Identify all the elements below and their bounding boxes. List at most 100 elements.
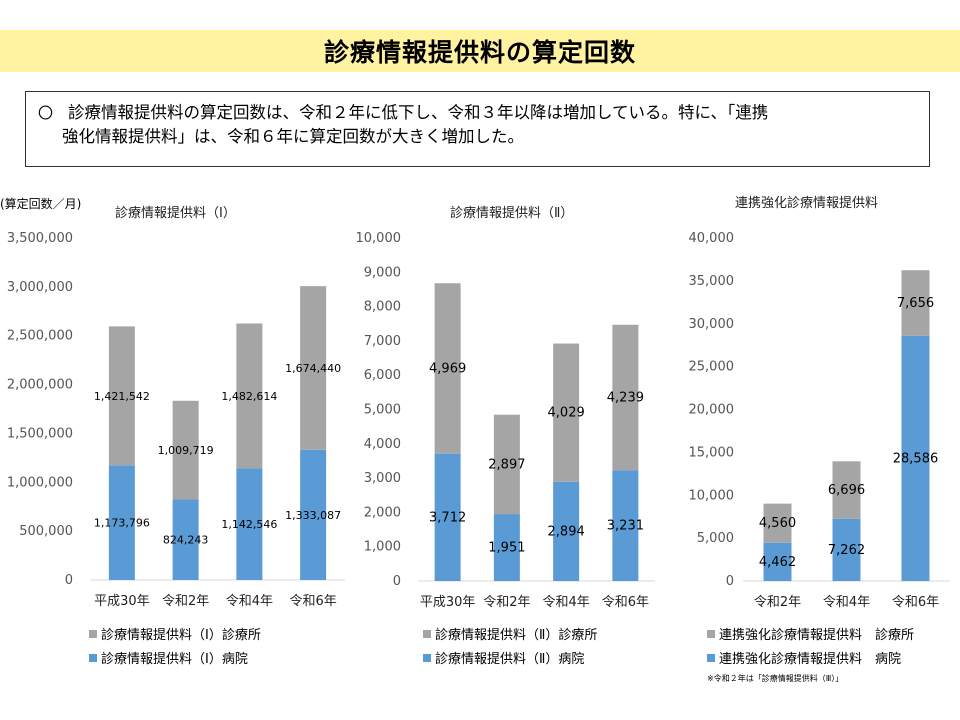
- bar-segment-hospital: [763, 542, 792, 581]
- bar-segment-hospital: [553, 481, 580, 581]
- summary-line-2: 強化情報提供料」は、令和６年に算定回数が大きく増加した。: [62, 127, 524, 146]
- chart-2-title: 診療情報提供料（Ⅱ）: [450, 206, 574, 221]
- legend-label: 診療情報提供料（Ⅱ）診療所: [435, 628, 598, 643]
- bar-segment-clinic: [553, 343, 580, 482]
- data-label: 6,696: [828, 483, 865, 498]
- data-label: 4,029: [548, 406, 585, 421]
- y-tick-label: 0: [65, 573, 73, 588]
- data-label: 4,969: [429, 361, 466, 376]
- y-tick-label: 10,000: [689, 488, 735, 503]
- legend-item-chart1-hospital: 診療情報提供料（Ⅰ）病院: [89, 648, 248, 667]
- y-tick-label: 40,000: [689, 231, 735, 246]
- bar-segment-clinic: [172, 400, 199, 500]
- data-label: 824,243: [163, 534, 209, 547]
- footnote: ※令和２年は「診療情報提供料（Ⅲ）」: [707, 674, 844, 683]
- data-label: 28,586: [893, 451, 939, 466]
- y-tick-label: 500,000: [19, 524, 73, 539]
- y-tick-label: 3,000: [364, 471, 401, 486]
- bar-segment-clinic: [493, 414, 520, 515]
- y-tick-label: 10,000: [356, 231, 402, 246]
- data-label: 2,897: [488, 457, 525, 472]
- legend-item-chart1-clinic: 診療情報提供料（Ⅰ）診療所: [89, 624, 261, 643]
- bar-segment-clinic: [300, 286, 327, 450]
- y-tick-label: 8,000: [364, 300, 401, 315]
- data-label: 3,231: [607, 519, 644, 534]
- x-tick-label: 平成30年: [94, 594, 150, 609]
- legend-item-chart2-hospital: 診療情報提供料（Ⅱ）病院: [423, 648, 584, 667]
- legend-label: 連携強化診療情報提供料 病院: [719, 652, 902, 667]
- y-tick-label: 9,000: [364, 265, 401, 280]
- data-label: 1,951: [488, 541, 525, 556]
- bar-segment-hospital: [108, 465, 135, 580]
- x-tick-label: 令和4年: [226, 594, 273, 609]
- y-tick-label: 0: [393, 574, 401, 589]
- bar-segment-hospital: [901, 335, 930, 581]
- x-tick-label: 令和4年: [823, 595, 870, 610]
- y-tick-label: 0: [726, 574, 734, 589]
- data-label: 7,262: [828, 543, 865, 558]
- bar-segment-clinic: [763, 503, 792, 543]
- legend-swatch-clinic: [89, 629, 97, 638]
- y-tick-label: 3,500,000: [7, 231, 73, 246]
- data-label: 1,482,614: [221, 390, 277, 403]
- bar-segment-hospital: [612, 470, 639, 581]
- y-tick-label: 1,000: [364, 540, 401, 555]
- y-tick-label: 3,000,000: [7, 280, 73, 295]
- x-tick-label: 令和6年: [892, 595, 939, 610]
- bar-segment-clinic: [612, 324, 639, 471]
- legend-item-chart2-clinic: 診療情報提供料（Ⅱ）診療所: [423, 624, 597, 643]
- x-tick-label: 令和4年: [542, 595, 589, 610]
- y-tick-label: 1,000,000: [7, 475, 73, 490]
- bar-segment-hospital: [172, 499, 199, 580]
- x-tick-label: 令和2年: [754, 595, 801, 610]
- legend-swatch-hospital: [423, 653, 431, 662]
- y-unit-label: (算定回数／月): [0, 197, 82, 211]
- legend-swatch-clinic: [423, 629, 431, 638]
- y-tick-label: 5,000: [364, 403, 401, 418]
- summary-line-1: 診療情報提供料の算定回数は、令和２年に低下し、令和３年以降は増加している。特に、…: [38, 101, 919, 125]
- x-tick-label: 令和2年: [162, 594, 209, 609]
- data-label: 2,894: [548, 524, 585, 539]
- data-label: 1,333,087: [285, 509, 341, 522]
- data-label: 4,239: [607, 390, 644, 405]
- bar-segment-hospital: [300, 449, 327, 580]
- bar-segment-clinic: [901, 270, 930, 336]
- legend-swatch-hospital: [707, 653, 715, 662]
- y-tick-label: 2,000,000: [7, 378, 73, 393]
- legend-label: 診療情報提供料（Ⅰ）病院: [101, 652, 248, 667]
- slide-title-band: 診療情報提供料の算定回数: [0, 30, 960, 72]
- data-label: 1,142,546: [221, 518, 277, 531]
- data-label: 3,712: [429, 510, 466, 525]
- slide-title: 診療情報提供料の算定回数: [323, 38, 636, 67]
- data-label: 4,560: [759, 516, 796, 531]
- bar-segment-clinic: [236, 323, 263, 469]
- data-label: 4,462: [759, 555, 796, 570]
- data-label: 7,656: [897, 296, 934, 311]
- x-tick-label: 令和6年: [289, 594, 336, 609]
- y-tick-label: 15,000: [689, 445, 735, 460]
- y-tick-label: 5,000: [697, 531, 734, 546]
- chart-1-title: 診療情報提供料（Ⅰ）: [115, 206, 236, 221]
- legend-label: 診療情報提供料（Ⅰ）診療所: [101, 628, 261, 643]
- data-label: 1,421,542: [94, 390, 150, 403]
- bar-segment-hospital: [434, 453, 461, 581]
- y-tick-label: 30,000: [689, 317, 735, 332]
- x-tick-label: 令和2年: [483, 595, 530, 610]
- data-label: 1,173,796: [94, 517, 150, 530]
- bar-segment-hospital: [236, 468, 263, 580]
- bar-segment-hospital: [493, 514, 520, 581]
- x-tick-label: 平成30年: [420, 595, 476, 610]
- legend-swatch-clinic: [707, 629, 715, 638]
- y-tick-label: 6,000: [364, 368, 401, 383]
- bar-segment-clinic: [434, 283, 461, 454]
- x-tick-label: 令和6年: [602, 595, 649, 610]
- y-tick-label: 2,500,000: [7, 329, 73, 344]
- data-label: 1,674,440: [285, 362, 341, 375]
- legend-label: 連携強化診療情報提供料 診療所: [719, 628, 915, 643]
- y-tick-label: 2,000: [364, 505, 401, 520]
- legend-item-chart3-clinic: 連携強化診療情報提供料 診療所: [707, 624, 914, 643]
- y-tick-label: 7,000: [364, 334, 401, 349]
- chart-3-title: 連携強化診療情報提供料: [735, 196, 879, 211]
- bar-segment-clinic: [832, 461, 861, 519]
